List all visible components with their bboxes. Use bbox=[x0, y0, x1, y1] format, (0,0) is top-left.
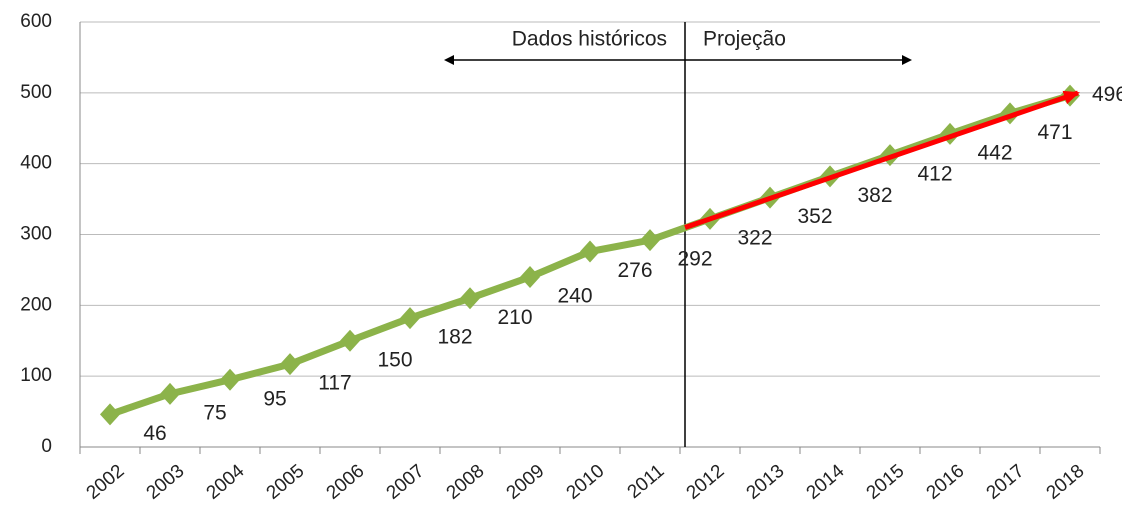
data-label: 210 bbox=[497, 306, 532, 329]
trend-arrow bbox=[684, 90, 1080, 230]
data-label: 117 bbox=[318, 372, 351, 395]
data-label: 382 bbox=[857, 184, 892, 207]
data-label: 292 bbox=[677, 248, 712, 271]
marker bbox=[220, 368, 240, 391]
annotation: Projeção bbox=[703, 28, 786, 51]
x-tick-label: 2004 bbox=[203, 460, 249, 504]
data-label: 182 bbox=[437, 326, 472, 349]
x-tick-label: 2003 bbox=[143, 461, 189, 504]
marker bbox=[520, 266, 540, 288]
x-tick-label: 2009 bbox=[503, 461, 549, 504]
data-label: 322 bbox=[737, 226, 772, 249]
data-label: 412 bbox=[917, 163, 952, 186]
x-tick-label: 2008 bbox=[443, 461, 489, 504]
x-tick-label: 2002 bbox=[83, 461, 129, 504]
data-label: 46 bbox=[143, 422, 166, 445]
marker bbox=[460, 287, 480, 310]
x-tick-label: 2005 bbox=[263, 461, 309, 504]
marker bbox=[100, 403, 120, 426]
y-tick-label: 0 bbox=[41, 436, 52, 457]
data-label: 471 bbox=[1037, 121, 1072, 144]
x-tick-label: 2011 bbox=[624, 461, 669, 503]
x-tick-label: 2016 bbox=[923, 461, 969, 504]
marker bbox=[640, 229, 660, 252]
x-tick-label: 2006 bbox=[323, 461, 369, 504]
y-tick-label: 300 bbox=[20, 224, 52, 245]
x-tick-label: 2014 bbox=[803, 460, 849, 504]
marker bbox=[340, 329, 360, 352]
x-tick-label: 2010 bbox=[563, 461, 609, 504]
x-tick-label: 2018 bbox=[1043, 461, 1089, 504]
y-tick-label: 400 bbox=[20, 153, 52, 174]
marker bbox=[280, 353, 300, 376]
y-tick-label: 100 bbox=[20, 365, 52, 386]
data-label: 276 bbox=[617, 259, 652, 282]
x-tick-label: 2013 bbox=[743, 461, 789, 504]
annotation: Dados históricos bbox=[512, 28, 667, 51]
x-tick-label: 2012 bbox=[683, 461, 729, 504]
data-label: 75 bbox=[203, 401, 226, 424]
x-tick-label: 2017 bbox=[983, 461, 1029, 504]
data-label: 150 bbox=[377, 348, 412, 371]
data-label: 95 bbox=[263, 387, 286, 410]
marker bbox=[160, 382, 180, 405]
marker bbox=[400, 307, 420, 330]
data-label: 442 bbox=[977, 141, 1012, 164]
x-tick-label: 2007 bbox=[383, 461, 429, 504]
data-label: 496 bbox=[1092, 83, 1122, 106]
data-label: 240 bbox=[557, 285, 592, 308]
marker bbox=[580, 240, 600, 263]
y-tick-label: 500 bbox=[20, 82, 52, 103]
data-label: 352 bbox=[797, 205, 832, 228]
y-tick-label: 600 bbox=[20, 11, 52, 32]
x-tick-label: 2015 bbox=[863, 461, 909, 504]
y-tick-label: 200 bbox=[20, 294, 52, 315]
